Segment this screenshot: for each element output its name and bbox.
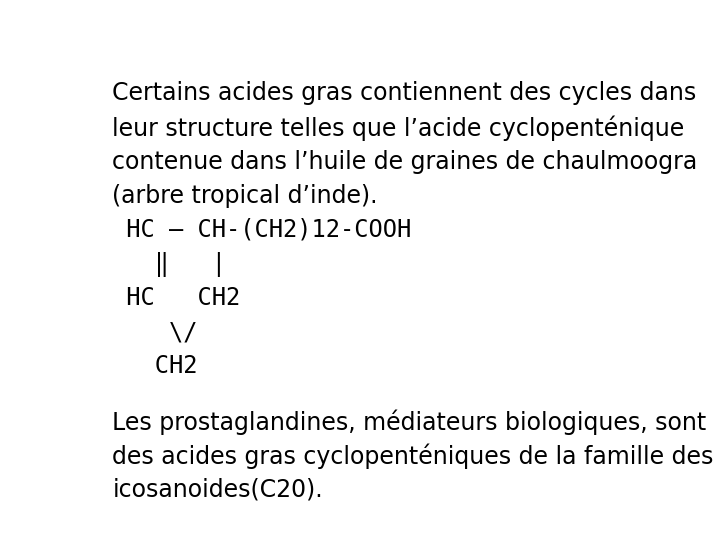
Text: ‖   |: ‖ | bbox=[112, 252, 226, 277]
Text: (arbre tropical d’inde).: (arbre tropical d’inde). bbox=[112, 184, 378, 208]
Text: icosanoides(C20).: icosanoides(C20). bbox=[112, 477, 323, 501]
Text: des acides gras cyclopenténiques de la famille des: des acides gras cyclopenténiques de la f… bbox=[112, 443, 714, 469]
Text: CH2: CH2 bbox=[112, 354, 198, 378]
Text: HC — CH-(CH2)12-COOH: HC — CH-(CH2)12-COOH bbox=[112, 218, 412, 242]
Text: HC   CH2: HC CH2 bbox=[112, 286, 240, 310]
Text: Les prostaglandines, médiateurs biologiques, sont: Les prostaglandines, médiateurs biologiq… bbox=[112, 409, 706, 435]
Text: contenue dans l’huile de graines de chaulmoogra: contenue dans l’huile de graines de chau… bbox=[112, 150, 698, 174]
Text: Certains acides gras contiennent des cycles dans: Certains acides gras contiennent des cyc… bbox=[112, 82, 696, 105]
Text: leur structure telles que l’acide cyclopenténique: leur structure telles que l’acide cyclop… bbox=[112, 116, 685, 141]
Text: \/: \/ bbox=[112, 320, 198, 344]
